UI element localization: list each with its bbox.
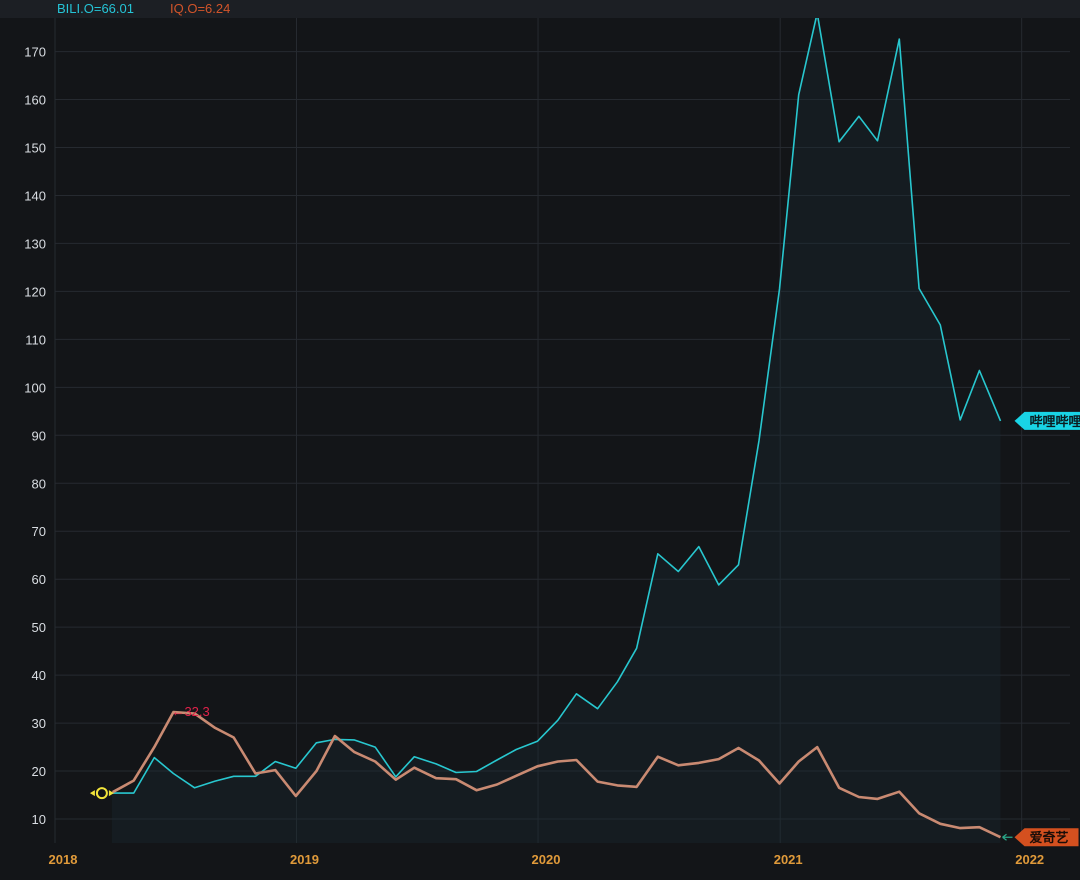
y-tick-label: 30	[32, 716, 46, 731]
y-tick-label: 50	[32, 620, 46, 635]
y-tick-label: 70	[32, 524, 46, 539]
iq-end-tag[interactable]: 爱奇艺	[1014, 828, 1079, 847]
bili-end-tag-text: 哔哩哔哩	[1030, 414, 1080, 429]
iq-end-arrow-icon	[1002, 833, 1013, 841]
y-tick-label: 90	[32, 428, 46, 443]
y-tick-label: 80	[32, 476, 46, 491]
y-tick-label: 20	[32, 764, 46, 779]
y-tick-label: 130	[24, 236, 46, 251]
y-tick-label: 140	[24, 188, 46, 203]
axis-layer: 10 20 30 40 50 60 70 80 90 100 110 120 130 140 150 160 1…	[24, 45, 1044, 867]
x-tick-label: 2020	[532, 852, 561, 867]
y-tick-label: 40	[32, 668, 46, 683]
y-tick-label: 160	[24, 93, 46, 108]
bili-end-tag[interactable]: 哔哩哔哩	[1014, 411, 1080, 430]
y-tick-label: 170	[24, 45, 46, 60]
y-tick-label: 150	[24, 141, 46, 156]
y-tick-label: 60	[32, 572, 46, 587]
legend-bili-readout[interactable]: BILI.O=66.01	[57, 1, 134, 16]
bili-area-fill	[111, 13, 1001, 843]
start-marker-icon[interactable]	[89, 787, 114, 800]
iq-end-tag-text: 爱奇艺	[1030, 830, 1069, 845]
series-layer	[111, 12, 1002, 839]
grid-layer	[54, 18, 1070, 843]
legend-iq-readout[interactable]: IQ.O=6.24	[170, 1, 231, 16]
series-line-iq[interactable]	[111, 710, 1002, 839]
y-tick-label: 120	[24, 284, 46, 299]
legend-bar: BILI.O=66.01 IQ.O=6.24	[0, 0, 1080, 18]
iq-peak-label: ←32.3	[171, 704, 209, 719]
x-tick-label: 2019	[290, 852, 319, 867]
area-layer	[111, 13, 1001, 843]
x-tick-label: 2021	[774, 852, 803, 867]
y-tick-label: 100	[24, 380, 46, 395]
y-tick-label: 110	[25, 332, 46, 347]
y-tick-label: 10	[32, 812, 46, 827]
x-tick-label: 2022	[1015, 852, 1044, 867]
x-tick-label: 2018	[49, 852, 78, 867]
